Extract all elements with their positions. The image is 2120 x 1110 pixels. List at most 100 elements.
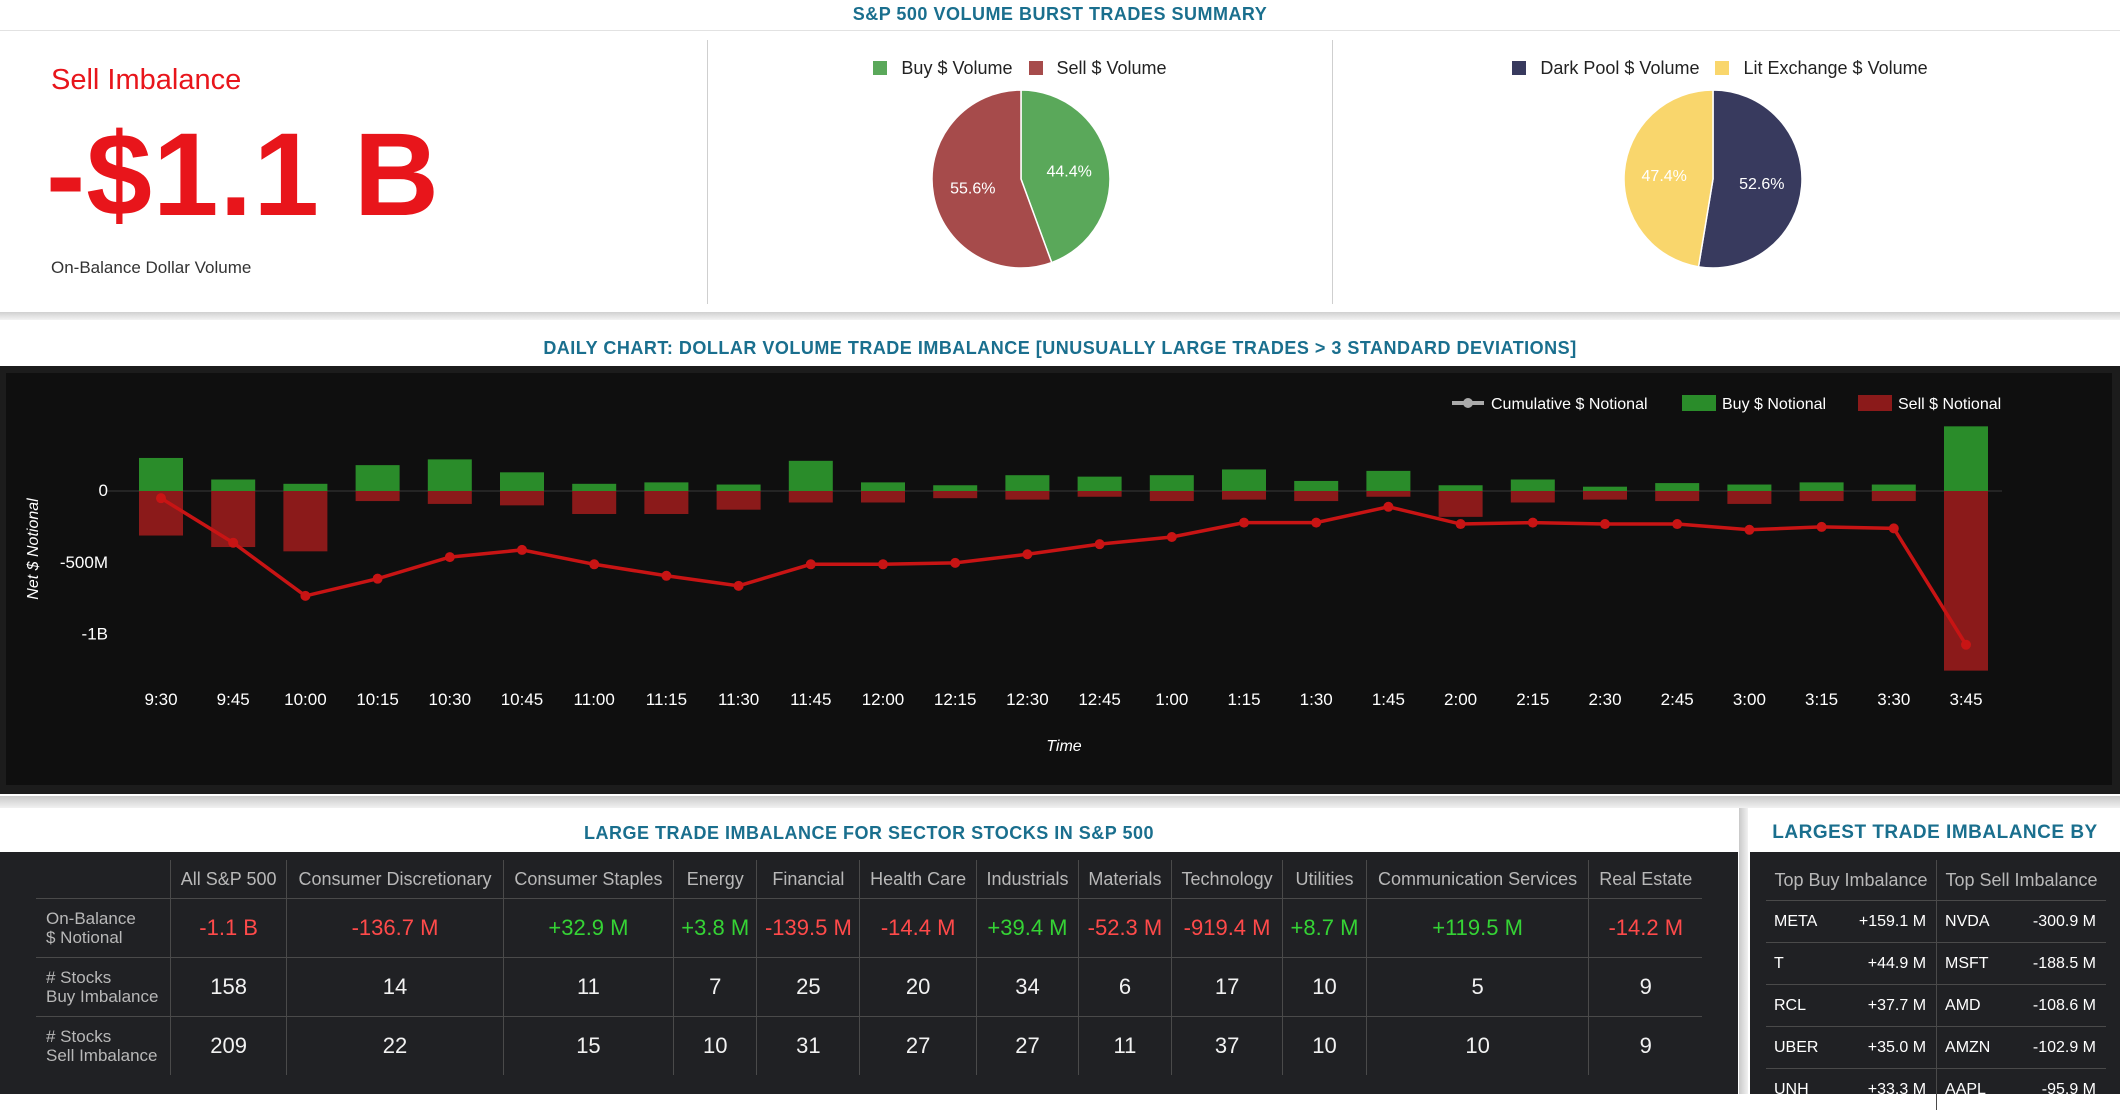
legend-item-dark-pool[interactable]: Dark Pool $ Volume — [1512, 58, 1699, 79]
sell-bar[interactable] — [1078, 491, 1122, 497]
cumulative-point[interactable] — [1817, 522, 1827, 532]
cumulative-point[interactable] — [661, 571, 671, 581]
sell-bar[interactable] — [283, 491, 327, 551]
buy-bar[interactable] — [789, 461, 833, 491]
buy-bar[interactable] — [1222, 469, 1266, 491]
cumulative-point[interactable] — [1022, 549, 1032, 559]
cumulative-point[interactable] — [1961, 640, 1971, 650]
buy-bar[interactable] — [283, 484, 327, 491]
buy-bar[interactable] — [1150, 475, 1194, 491]
cumulative-point[interactable] — [1167, 532, 1177, 542]
sell-bar[interactable] — [428, 491, 472, 504]
column-header[interactable]: Real Estate — [1589, 860, 1702, 899]
sell-bar[interactable] — [1294, 491, 1338, 501]
sell-bar[interactable] — [1872, 491, 1916, 501]
cumulative-point[interactable] — [1744, 525, 1754, 535]
sell-bar[interactable] — [1655, 491, 1699, 501]
cumulative-point[interactable] — [1889, 523, 1899, 533]
column-header[interactable]: Consumer Discretionary — [287, 860, 504, 899]
sell-bar[interactable] — [789, 491, 833, 502]
cumulative-point[interactable] — [806, 559, 816, 569]
buy-bar[interactable] — [1944, 426, 1988, 491]
sell-bar[interactable] — [1511, 491, 1555, 502]
column-header[interactable]: All S&P 500 — [171, 860, 287, 899]
sell-bar[interactable] — [644, 491, 688, 514]
sell-bar[interactable] — [1800, 491, 1844, 501]
column-header[interactable]: Consumer Staples — [503, 860, 673, 899]
column-header[interactable]: Industrials — [976, 860, 1078, 899]
buy-bar[interactable] — [1511, 480, 1555, 491]
cumulative-point[interactable] — [517, 545, 527, 555]
buy-bar[interactable] — [1439, 485, 1483, 491]
buy-ticker[interactable]: RCL — [1766, 985, 1835, 1027]
buy-bar[interactable] — [1583, 487, 1627, 491]
legend-label-buy-notional[interactable]: Buy $ Notional — [1722, 396, 1826, 413]
buy-bar[interactable] — [1005, 475, 1049, 491]
cumulative-point[interactable] — [300, 591, 310, 601]
buy-ticker[interactable]: UBER — [1766, 1027, 1835, 1069]
column-header[interactable]: Communication Services — [1366, 860, 1589, 899]
legend-label-sell-notional[interactable]: Sell $ Notional — [1898, 396, 2001, 413]
cumulative-point[interactable] — [1383, 502, 1393, 512]
sell-bar[interactable] — [933, 491, 977, 498]
sell-bar[interactable] — [1583, 491, 1627, 500]
buy-bar[interactable] — [1294, 481, 1338, 491]
cumulative-point[interactable] — [228, 538, 238, 548]
sell-bar[interactable] — [1366, 491, 1410, 497]
sell-bar[interactable] — [1222, 491, 1266, 500]
buy-bar[interactable] — [1727, 485, 1771, 491]
legend-item-sell[interactable]: Sell $ Volume — [1029, 58, 1167, 79]
sell-bar[interactable] — [356, 491, 400, 501]
column-header[interactable]: Utilities — [1283, 860, 1366, 899]
cumulative-point[interactable] — [734, 581, 744, 591]
sell-ticker[interactable]: MSFT — [1937, 943, 2009, 985]
buy-bar[interactable] — [139, 458, 183, 491]
column-header[interactable]: Health Care — [860, 860, 977, 899]
column-header[interactable]: Energy — [674, 860, 757, 899]
sell-bar[interactable] — [1005, 491, 1049, 500]
buy-bar[interactable] — [356, 465, 400, 491]
buy-bar[interactable] — [1655, 483, 1699, 491]
buy-bar[interactable] — [572, 484, 616, 491]
buy-ticker[interactable]: UNH — [1766, 1069, 1835, 1110]
cumulative-point[interactable] — [878, 559, 888, 569]
column-header[interactable]: Financial — [757, 860, 860, 899]
cumulative-point[interactable] — [1528, 518, 1538, 528]
cumulative-point[interactable] — [1311, 518, 1321, 528]
cumulative-point[interactable] — [445, 552, 455, 562]
sell-ticker[interactable]: NVDA — [1937, 901, 2009, 943]
cumulative-point[interactable] — [1600, 519, 1610, 529]
sell-bar[interactable] — [500, 491, 544, 505]
buy-bar[interactable] — [861, 482, 905, 491]
column-header[interactable]: Materials — [1079, 860, 1172, 899]
cumulative-point[interactable] — [156, 493, 166, 503]
sell-bar[interactable] — [861, 491, 905, 502]
buy-bar[interactable] — [500, 472, 544, 491]
buy-bar[interactable] — [933, 485, 977, 491]
sell-ticker[interactable]: AMZN — [1937, 1027, 2009, 1069]
sell-bar[interactable] — [1150, 491, 1194, 501]
buy-bar[interactable] — [1800, 482, 1844, 491]
cumulative-point[interactable] — [950, 558, 960, 568]
cumulative-point[interactable] — [1239, 518, 1249, 528]
buy-bar[interactable] — [644, 482, 688, 491]
legend-label-cumulative[interactable]: Cumulative $ Notional — [1491, 396, 1648, 413]
buy-bar[interactable] — [428, 459, 472, 491]
sell-ticker[interactable]: AMD — [1937, 985, 2009, 1027]
buy-bar[interactable] — [1872, 485, 1916, 491]
sell-ticker[interactable]: AAPL — [1937, 1069, 2009, 1110]
sell-bar[interactable] — [572, 491, 616, 514]
buy-bar[interactable] — [211, 480, 255, 491]
buy-ticker[interactable]: T — [1766, 943, 1835, 985]
buy-bar[interactable] — [1366, 471, 1410, 491]
cumulative-point[interactable] — [1095, 539, 1105, 549]
buy-ticker[interactable]: META — [1766, 901, 1835, 943]
cumulative-point[interactable] — [1672, 519, 1682, 529]
sell-bar[interactable] — [717, 491, 761, 510]
buy-bar[interactable] — [717, 485, 761, 491]
legend-item-lit-exchange[interactable]: Lit Exchange $ Volume — [1715, 58, 1927, 79]
buy-bar[interactable] — [1078, 477, 1122, 491]
sell-bar[interactable] — [1439, 491, 1483, 517]
cumulative-point[interactable] — [589, 559, 599, 569]
sell-bar[interactable] — [1727, 491, 1771, 504]
